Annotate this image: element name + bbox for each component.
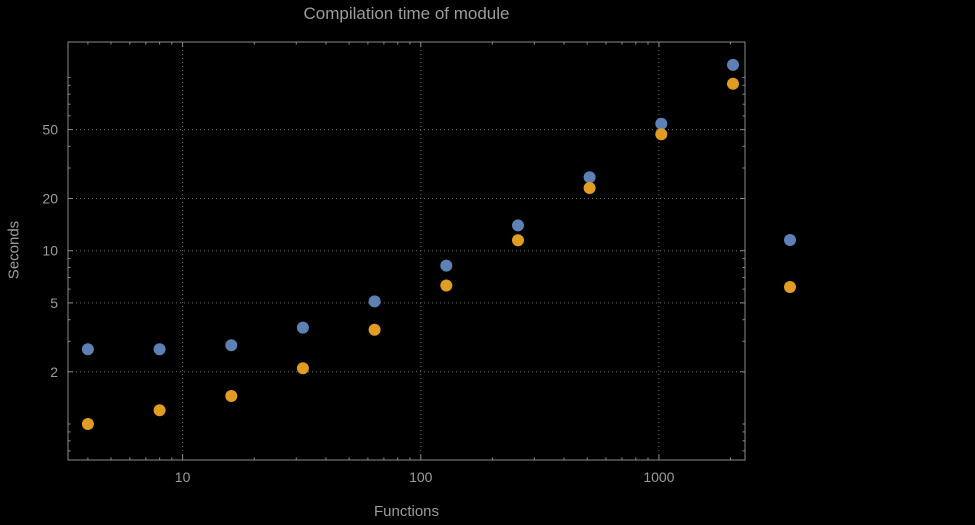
x-axis-label: Functions bbox=[373, 503, 440, 520]
data-point-orange-series-x4 bbox=[81, 418, 94, 430]
chart-title: Compilation time of module bbox=[303, 4, 510, 23]
y-tick-label-10: 10 bbox=[42, 243, 58, 259]
data-point-orange-series-x1024 bbox=[655, 128, 668, 141]
data-point-blue-series-x2048 bbox=[727, 58, 739, 71]
data-point-blue-series-x1024 bbox=[655, 117, 668, 130]
data-point-blue-series-x16 bbox=[225, 339, 238, 352]
data-point-blue-series-x8 bbox=[153, 343, 166, 356]
data-point-blue-series-x128 bbox=[440, 259, 453, 272]
y-tick-label-2: 2 bbox=[50, 364, 58, 380]
plot-frame bbox=[67, 41, 746, 461]
x-tick-label-1000: 1000 bbox=[643, 469, 674, 485]
data-point-orange-series-x256 bbox=[512, 234, 524, 247]
data-point-blue-series-x32 bbox=[296, 321, 309, 334]
data-point-orange-series-x8 bbox=[153, 404, 166, 417]
x-tick-label-10: 10 bbox=[175, 469, 191, 485]
data-point-blue-series-x256 bbox=[512, 219, 524, 232]
data-point-orange-series-x32 bbox=[296, 362, 309, 375]
data-point-orange-series-x128 bbox=[440, 279, 453, 292]
legend-marker-orange-series bbox=[784, 281, 796, 293]
data-point-blue-series-x512 bbox=[583, 171, 596, 184]
data-point-orange-series-x2048 bbox=[727, 77, 739, 90]
y-tick-label-50: 50 bbox=[42, 122, 58, 138]
data-point-blue-series-x64 bbox=[368, 295, 381, 308]
data-point-orange-series-x64 bbox=[368, 323, 381, 336]
data-point-blue-series-x4 bbox=[81, 343, 94, 356]
y-tick-label-20: 20 bbox=[42, 191, 58, 207]
y-tick-label-5: 5 bbox=[50, 295, 58, 311]
data-point-orange-series-x512 bbox=[583, 182, 596, 194]
legend-marker-blue-series bbox=[784, 234, 796, 246]
data-point-orange-series-x16 bbox=[225, 390, 238, 402]
x-tick-label-100: 100 bbox=[409, 469, 433, 485]
